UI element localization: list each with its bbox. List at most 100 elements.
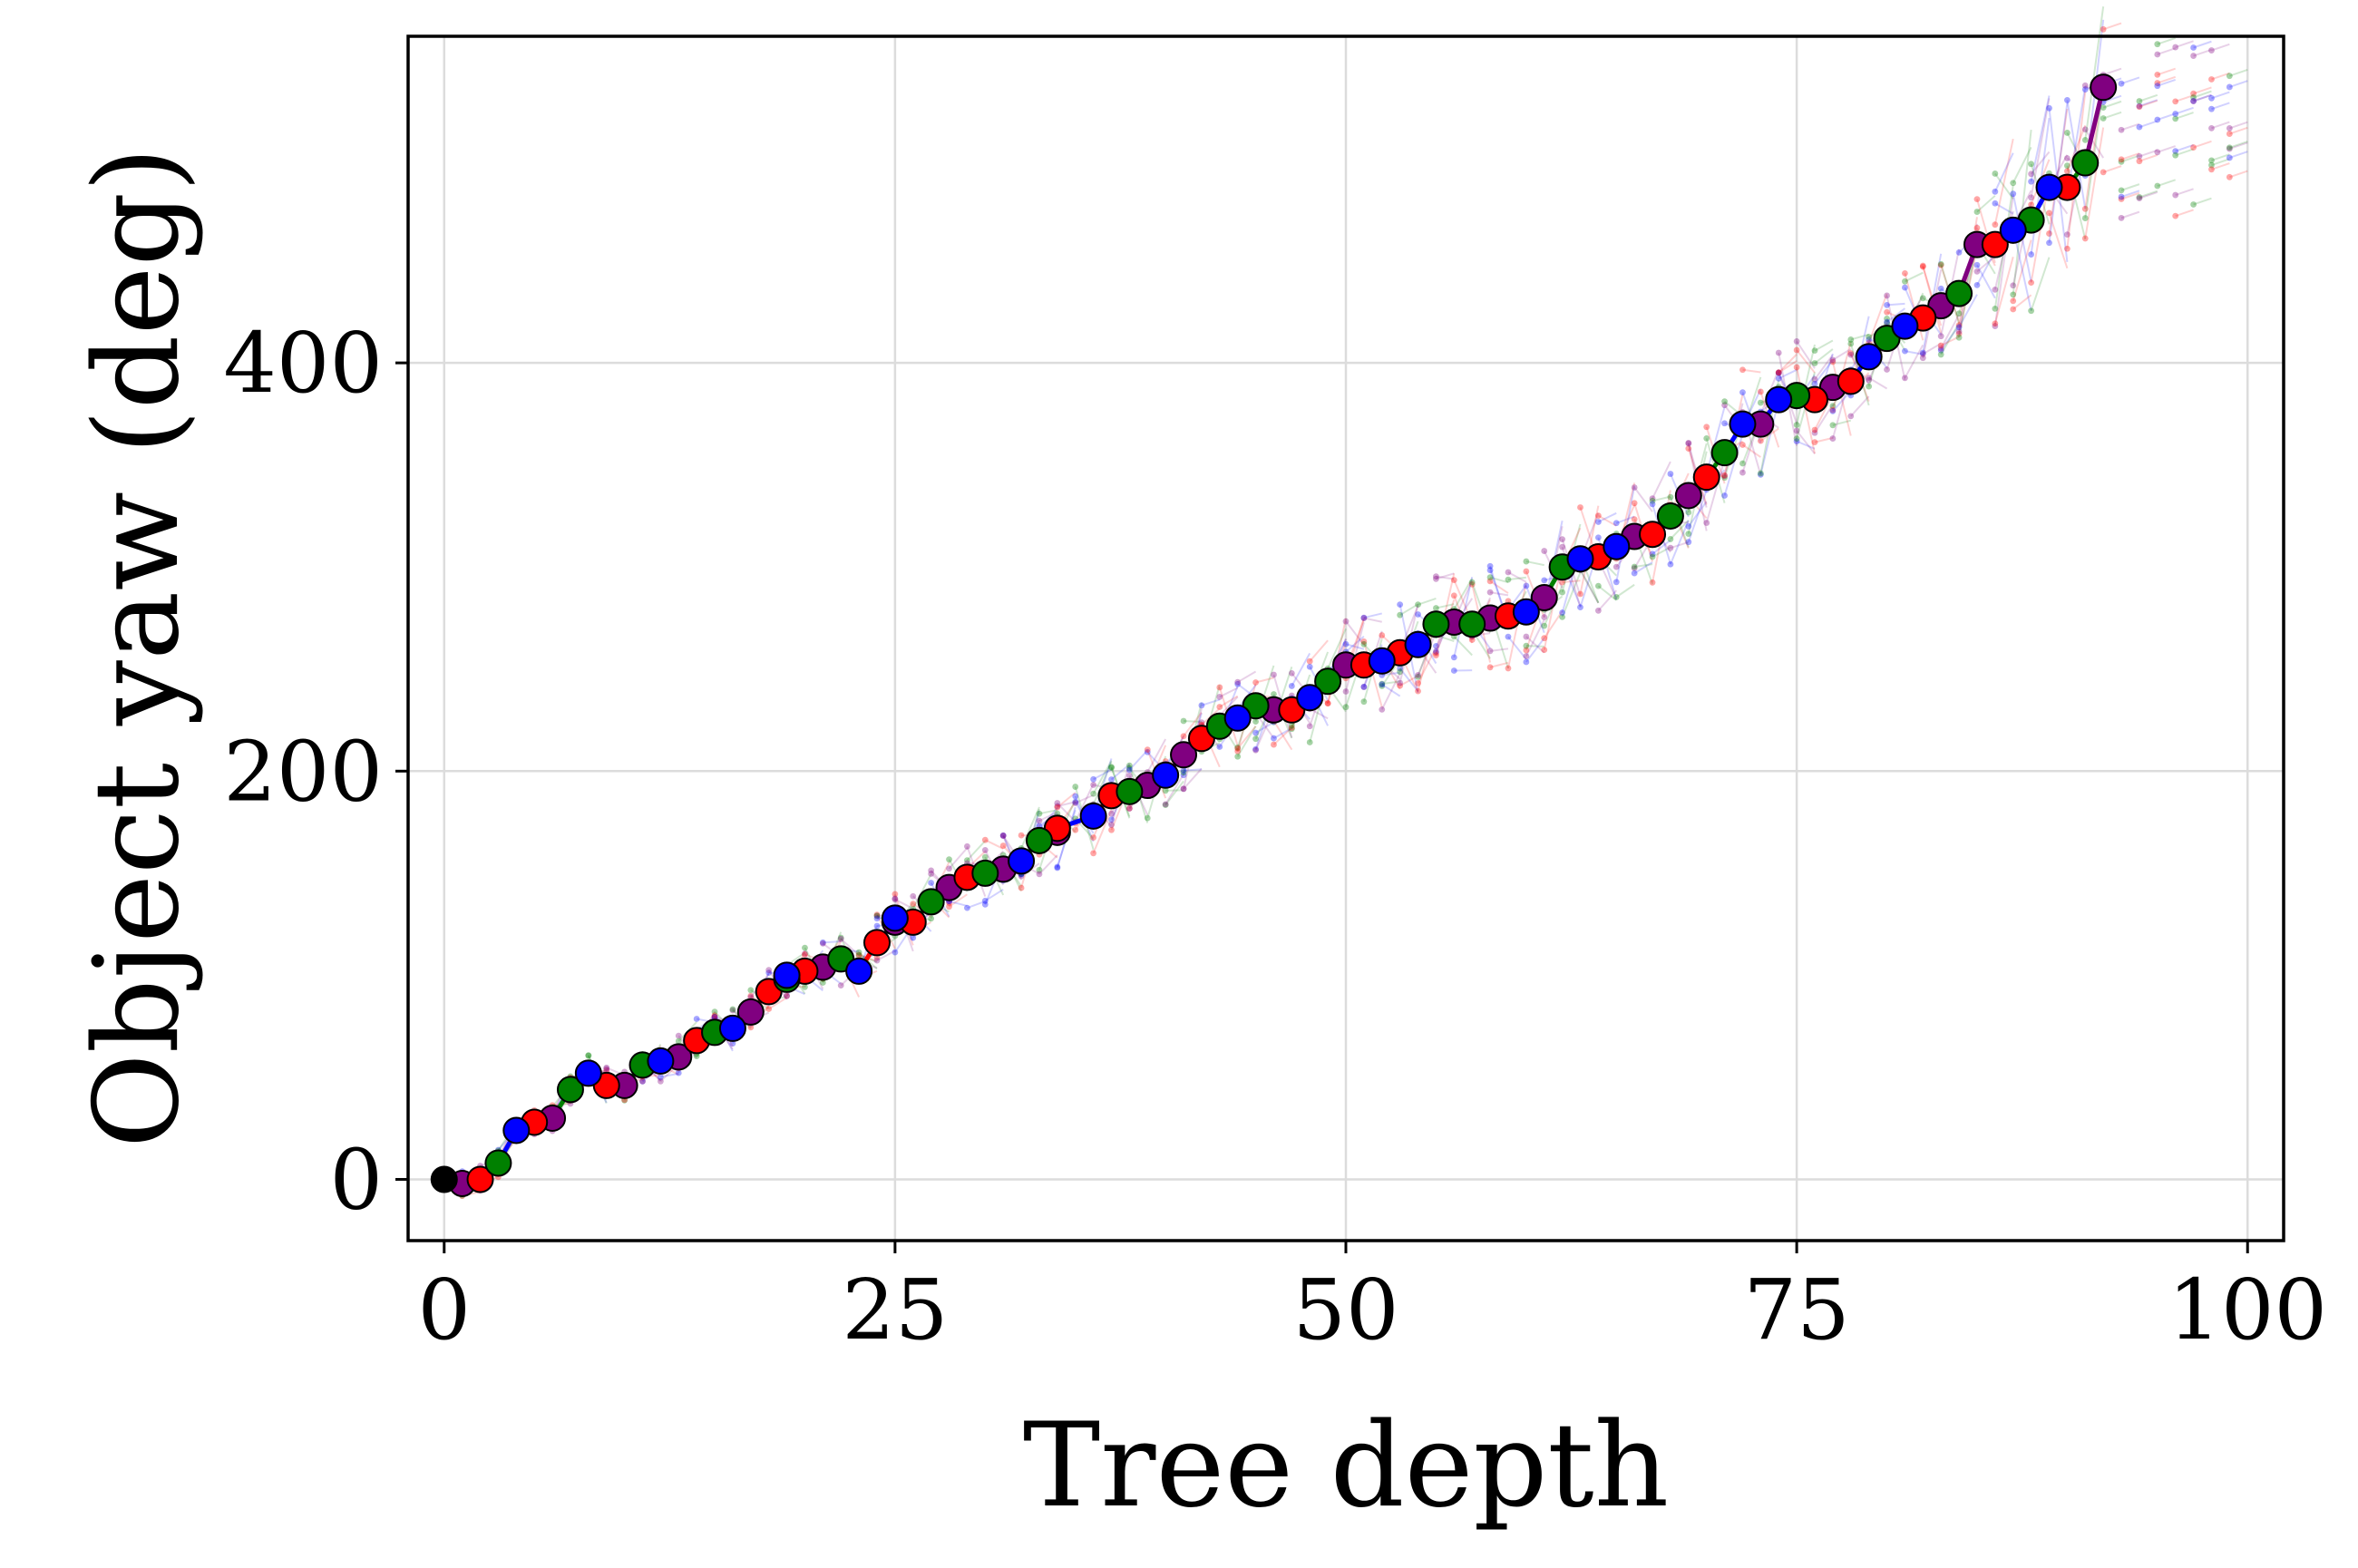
data-point xyxy=(1710,439,1739,467)
trajectory-sample xyxy=(1453,636,1473,657)
trajectory-sample-point xyxy=(1594,519,1602,525)
trajectory-sample xyxy=(2120,210,2140,219)
trajectory-sample-point xyxy=(2063,162,2071,170)
trajectory-sample xyxy=(1814,359,1834,385)
trajectory-sample-point xyxy=(1486,648,1494,655)
trajectory-sample-point xyxy=(2208,47,2215,54)
trajectory-sample-point xyxy=(1793,422,1800,428)
trajectory-sample-point xyxy=(2081,82,2089,89)
trajectory-sample-point xyxy=(657,1074,664,1080)
trajectory-sample-point xyxy=(1667,560,1674,568)
trajectory-sample-point xyxy=(1811,360,1818,366)
trajectory-sample-point xyxy=(1847,413,1855,420)
trajectory-sample xyxy=(2102,165,2122,173)
trajectory-sample-point xyxy=(2063,155,2071,161)
trajectory-sample-point xyxy=(747,987,755,994)
trajectory-sample xyxy=(2012,146,2032,184)
trajectory-sample xyxy=(1183,712,1203,737)
trajectory-sample-point xyxy=(1271,741,1277,748)
x-tick-label: 100 xyxy=(2168,1261,2327,1359)
trajectory-sample-point xyxy=(892,895,899,902)
trajectory-sample xyxy=(967,900,986,910)
trajectory-sample xyxy=(2139,99,2158,107)
trajectory-sample xyxy=(1436,575,1455,580)
trajectory-sample-point xyxy=(747,992,755,999)
trajectory-sample xyxy=(1796,366,1816,454)
trajectory-sample xyxy=(2193,40,2212,49)
trajectory-sample-point xyxy=(1379,681,1386,688)
trajectory-sample xyxy=(1904,271,1924,283)
trajectory-sample xyxy=(2229,121,2248,130)
trajectory-sample-point xyxy=(1216,744,1223,750)
trajectory-sample xyxy=(1652,546,1671,558)
trajectory-sample-point xyxy=(1415,679,1421,687)
trajectory-sample-point xyxy=(1234,747,1242,755)
trajectory-sample-point xyxy=(802,983,808,990)
data-point xyxy=(1639,521,1667,549)
data-point xyxy=(845,957,873,985)
trajectory-sample-point xyxy=(2154,51,2161,58)
trajectory-sample-point xyxy=(1288,669,1295,677)
trajectory-sample-point xyxy=(2100,115,2107,122)
trajectory-sample xyxy=(2139,149,2158,158)
trajectory-sample-point xyxy=(1577,604,1583,611)
trajectory-sample xyxy=(2102,67,2122,76)
trajectory-sample-point xyxy=(2046,104,2052,112)
trajectory-sample-point xyxy=(1992,221,1999,229)
trajectory-sample xyxy=(1994,172,2014,200)
trajectory-sample xyxy=(1976,256,1996,273)
trajectory-sample xyxy=(2211,91,2230,100)
trajectory-sample xyxy=(2102,100,2122,109)
data-point xyxy=(1855,343,1883,371)
trajectory-sample xyxy=(1669,520,1690,565)
trajectory-sample-point xyxy=(675,1037,682,1045)
data-point xyxy=(1945,279,1973,307)
trajectory-sample-point xyxy=(1523,568,1530,575)
trajectory-sample-point xyxy=(1415,687,1421,695)
start-point xyxy=(430,1165,458,1193)
trajectory-sample-point xyxy=(1397,679,1404,687)
trajectory-sample-point xyxy=(1379,683,1386,689)
trajectory-sample xyxy=(2102,94,2122,103)
trajectory-sample xyxy=(1417,647,1437,684)
trajectory-sample-point xyxy=(1721,474,1728,482)
y-tick-labels: 0 200 400 xyxy=(223,315,383,1228)
trajectory-sample xyxy=(2193,93,2212,102)
trajectory-sample-point xyxy=(892,896,899,903)
trajectory-sample xyxy=(1038,854,1058,875)
trajectory-sample-point xyxy=(1594,512,1602,520)
trajectory-sample xyxy=(1778,368,1798,380)
trajectory-sample xyxy=(1183,767,1203,790)
trajectory-sample-point xyxy=(1486,589,1494,596)
trajectory-sample-point xyxy=(946,856,952,863)
trajectory-sample-point xyxy=(1667,536,1674,542)
trajectory-sample xyxy=(1670,520,1690,541)
trajectory-sample xyxy=(1057,801,1076,808)
trajectory-sample-point xyxy=(1992,170,1999,177)
trajectory-sample-point xyxy=(1847,350,1855,356)
trajectory-sample-point xyxy=(981,836,989,843)
trajectory-sample xyxy=(823,940,842,944)
trajectory-sample xyxy=(2102,22,2122,31)
trajectory-sample-point xyxy=(2118,196,2125,202)
trajectory-sample-point xyxy=(1397,682,1404,689)
trajectory-sample-point xyxy=(855,952,862,959)
trajectory-sample xyxy=(1489,579,1509,594)
trajectory-sample-point xyxy=(1397,665,1404,672)
trajectory-sample-point xyxy=(639,1077,646,1085)
data-point xyxy=(1296,684,1324,712)
trajectory-sample-point xyxy=(1667,493,1674,501)
trajectory-sample xyxy=(1597,514,1617,527)
trajectory-sample-point xyxy=(2136,103,2143,111)
trajectory-sample-point xyxy=(1433,575,1439,582)
trajectory-sample-point xyxy=(1450,667,1457,674)
trajectory-sample-point xyxy=(1541,622,1548,629)
data-point xyxy=(1674,482,1702,510)
trajectory-sample-point xyxy=(1505,665,1512,672)
trajectory-sample xyxy=(948,893,968,908)
trajectory-sample xyxy=(1020,806,1040,849)
trajectory-sample xyxy=(2211,121,2230,130)
data-point xyxy=(1368,647,1396,675)
trajectory-sample xyxy=(949,900,968,907)
trajectory-sample xyxy=(2157,78,2177,87)
